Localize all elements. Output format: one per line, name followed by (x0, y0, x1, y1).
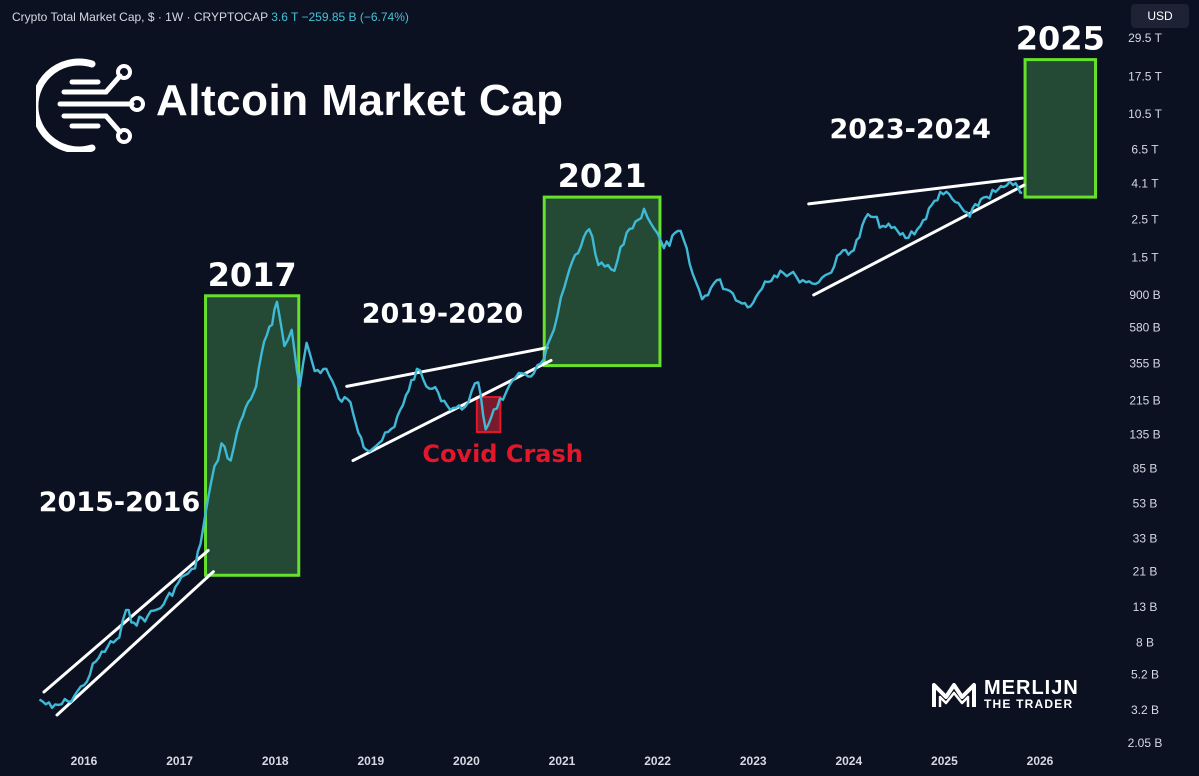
annotation-box (204, 294, 301, 577)
x-tick-label: 2022 (644, 754, 671, 768)
y-tick-label: 2.5 T (1131, 213, 1159, 227)
logo-text: Altcoin Market Cap (156, 76, 564, 125)
y-tick-label: 29.5 T (1128, 31, 1162, 45)
y-tick-label: 135 B (1129, 428, 1160, 442)
price-value: 3.6 T (271, 10, 299, 24)
y-tick-label: 355 B (1129, 356, 1160, 370)
x-tick-label: 2026 (1027, 754, 1054, 768)
y-tick-label: 2.05 B (1128, 736, 1163, 750)
x-tick-label: 2023 (740, 754, 767, 768)
trendline (812, 183, 1026, 297)
annotation-label: 2025 (1016, 20, 1105, 58)
chart-header: Crypto Total Market Cap, $ · 1W · CRYPTO… (12, 10, 409, 24)
y-tick-label: 215 B (1129, 393, 1160, 407)
trendline (807, 176, 1024, 206)
x-tick-label: 2017 (166, 754, 193, 768)
covid-marker (475, 396, 502, 433)
annotation-box (1023, 58, 1098, 199)
price-line (38, 180, 1023, 710)
x-tick-label: 2019 (357, 754, 384, 768)
y-tick-label: 900 B (1129, 288, 1160, 302)
x-tick-label: 2021 (549, 754, 576, 768)
price-change: −259.85 B (−6.74%) (301, 10, 409, 24)
trendline (345, 346, 549, 388)
x-axis: 2016 2017 2018 2019 2020 2021 2022 2023 2024 2025… (71, 754, 1054, 768)
y-tick-label: 1.5 T (1131, 250, 1159, 264)
merlijn-logo-icon (932, 683, 976, 707)
watermark-line2: THE TRADER (984, 697, 1074, 711)
trendline (55, 570, 215, 717)
x-tick-label: 2018 (262, 754, 289, 768)
x-tick-label: 2024 (835, 754, 862, 768)
y-tick-label: 4.1 T (1131, 176, 1159, 190)
annotation-label: 2021 (558, 157, 647, 195)
annotation-label: 2015-2016 (39, 487, 201, 518)
annotation-labels: 2017 2021 2025 Covid Crash 2015-2016 2019-202… (39, 20, 1105, 518)
y-tick-label: 3.2 B (1131, 703, 1159, 717)
y-tick-label: 10.5 T (1128, 107, 1162, 121)
annotation-label: 2019-2020 (362, 298, 524, 329)
y-tick-label: 53 B (1133, 497, 1158, 511)
trendline (351, 358, 553, 463)
y-tick-label: 8 B (1136, 636, 1154, 650)
y-tick-label: 6.5 T (1131, 142, 1159, 156)
logo: Altcoin Market Cap (36, 52, 596, 152)
annotation-label: 2017 (208, 256, 297, 294)
y-tick-label: 21 B (1133, 565, 1158, 579)
watermark-line1: MERLIJN (984, 677, 1079, 699)
annotation-label: 2023-2024 (829, 114, 991, 145)
y-tick-label: 580 B (1129, 320, 1160, 334)
trendline (42, 548, 210, 694)
network-icon (36, 58, 145, 152)
x-tick-label: 2020 (453, 754, 480, 768)
covid-label: Covid Crash (422, 440, 583, 468)
price-line-group (38, 180, 1023, 710)
y-tick-label: 13 B (1133, 600, 1158, 614)
annotation-box (542, 195, 662, 368)
y-tick-label: 5.2 B (1131, 667, 1159, 681)
y-tick-label: 17.5 T (1128, 69, 1162, 83)
trendlines (42, 176, 1026, 717)
x-tick-label: 2025 (931, 754, 958, 768)
y-tick-label: 85 B (1133, 462, 1158, 476)
chart-title: Crypto Total Market Cap, $ · 1W · CRYPTO… (12, 10, 268, 24)
y-axis: 29.5 T 17.5 T 10.5 T 6.5 T 4.1 T 2.5 T 1.5 T 90… (1128, 31, 1163, 750)
x-tick-label: 2016 (71, 754, 98, 768)
y-tick-label: 33 B (1133, 531, 1158, 545)
currency-button[interactable]: USD (1131, 4, 1189, 28)
watermark: MERLIJN THE TRADER (930, 675, 1110, 715)
annotation-boxes (204, 58, 1098, 577)
